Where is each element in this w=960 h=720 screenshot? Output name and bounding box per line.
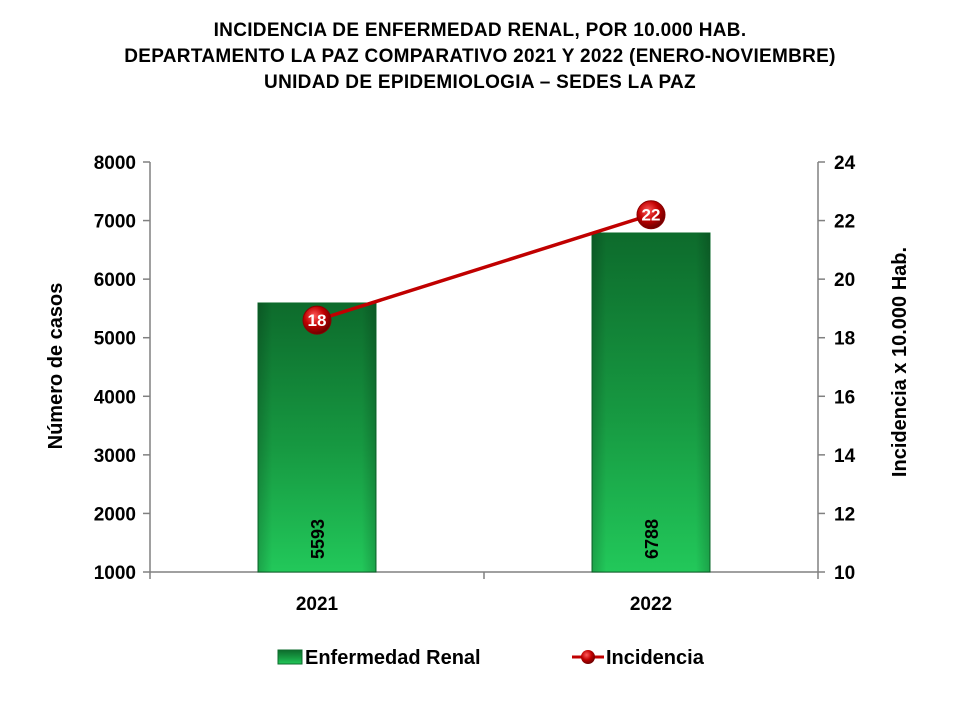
y2-tick-label: 16 [834,387,855,408]
y-axis-title: Número de casos [45,283,67,450]
y-tick-label: 2000 [94,504,136,525]
line-marker [302,305,332,335]
title-line-1: INCIDENCIA DE ENFERMEDAD RENAL, POR 10.0… [213,20,747,41]
title-line-2: DEPARTAMENTO LA PAZ COMPARATIVO 2021 Y 2… [124,46,836,67]
chart-title: INCIDENCIA DE ENFERMEDAD RENAL, POR 10.0… [0,18,960,96]
title-line-3: UNIDAD DE EPIDEMIOLOGIA – SEDES LA PAZ [264,72,696,93]
x-axis-ticks: 2021 2022 [149,572,819,615]
y2-tick-label: 10 [834,563,855,584]
y-tick-label: 7000 [94,212,136,233]
bar-series: 5593 6788 [257,232,711,573]
bar-shading [258,302,376,572]
line-data-label: 18 [308,311,327,330]
legend: Enfermedad Renal Incidencia [277,647,705,669]
y2-tick-label: 12 [834,504,855,525]
line-data-label: 22 [642,206,661,225]
y-tick-label: 8000 [94,153,136,174]
y2-tick-label: 14 [834,446,856,467]
bar-shading [592,232,710,572]
incidence-line [316,213,652,322]
y-tick-label: 1000 [94,563,136,584]
y2-tick-label: 18 [834,329,855,350]
line-marker [636,200,666,230]
y2-axis-ticks: 10 12 14 16 18 20 22 24 [818,153,856,584]
bar-data-label: 5593 [308,519,328,559]
legend-swatch-bars [277,649,303,665]
y2-axis-title: Incidencia x 10.000 Hab. [889,247,911,477]
y-tick-label: 5000 [94,329,136,350]
y2-tick-label: 20 [834,270,855,291]
legend-label-line: Incidencia [606,647,705,669]
legend-label-bars: Enfermedad Renal [305,647,481,669]
y-axis-ticks: 1000 2000 3000 4000 5000 6000 7000 8000 [94,153,150,584]
y-tick-label: 6000 [94,270,136,291]
y2-tick-label: 22 [834,212,855,233]
x-tick-label: 2022 [630,594,672,615]
bar-data-label: 6788 [642,519,662,559]
y-tick-label: 3000 [94,446,136,467]
legend-swatch-marker [581,650,595,664]
y2-tick-label: 24 [834,153,856,174]
x-tick-label: 2021 [296,594,339,615]
y-tick-label: 4000 [94,387,136,408]
